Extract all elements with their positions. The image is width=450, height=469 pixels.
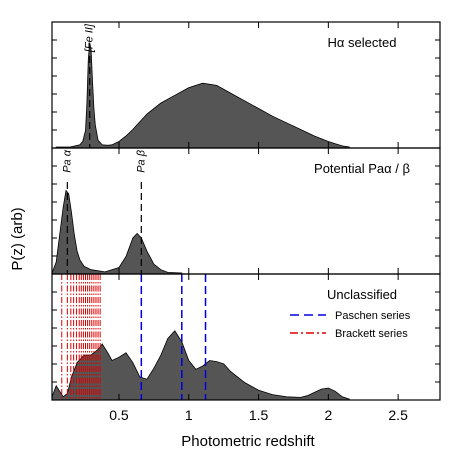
pz-area <box>55 42 350 148</box>
y-axis-label: P(z) (arb) <box>9 207 26 270</box>
x-tick-label: 2.5 <box>388 407 408 423</box>
panel-1: [Fe II] Hα selected <box>51 21 441 149</box>
x-axis: 0.5 1 1.5 2 2.5 <box>109 407 408 423</box>
legend-label: Brackett series <box>335 328 408 340</box>
panels: [Fe II] Hα selected Pa α Pa β Potential Paα … <box>51 21 441 401</box>
panel-frame <box>51 273 441 401</box>
x-tick-label: 2 <box>324 407 332 423</box>
x-tick-label: 1 <box>185 407 193 423</box>
x-tick-label: 0.5 <box>109 407 129 423</box>
panel-3: Unclassified Paschen series Brackett serie… <box>51 273 441 401</box>
panel-title: Unclassified <box>327 287 397 302</box>
marker-label: Pa β <box>135 149 147 173</box>
x-axis-label: Photometric redshift <box>181 433 315 450</box>
pz-area <box>52 330 350 400</box>
pz-area <box>52 189 183 274</box>
panel-title: Potential Paα / β <box>314 161 410 176</box>
panel-title: Hα selected <box>328 35 397 50</box>
legend-label: Paschen series <box>335 310 411 322</box>
marker-label: Pa α <box>61 149 73 173</box>
x-tick-label: 1.5 <box>249 407 269 423</box>
marker-label: [Fe II] <box>84 23 96 53</box>
panel-2: Pa α Pa β Potential Paα / β <box>51 147 441 275</box>
